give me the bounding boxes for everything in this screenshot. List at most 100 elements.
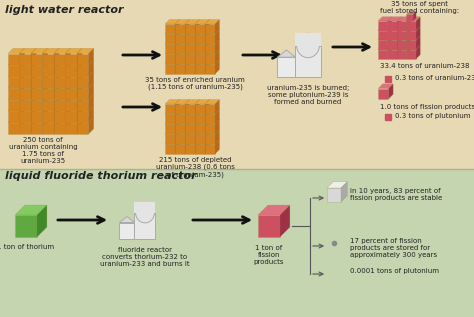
Polygon shape xyxy=(205,144,215,154)
Polygon shape xyxy=(185,130,190,144)
Polygon shape xyxy=(54,54,65,65)
Polygon shape xyxy=(205,64,215,74)
Polygon shape xyxy=(205,130,219,134)
Polygon shape xyxy=(185,120,190,134)
Polygon shape xyxy=(416,45,420,59)
Polygon shape xyxy=(378,30,388,40)
Bar xyxy=(295,33,320,46)
Polygon shape xyxy=(19,122,31,134)
Polygon shape xyxy=(165,109,180,114)
Text: 1.0 tons of fission products: 1.0 tons of fission products xyxy=(380,104,474,110)
Polygon shape xyxy=(397,30,407,40)
Polygon shape xyxy=(215,29,219,44)
Polygon shape xyxy=(175,109,180,124)
Polygon shape xyxy=(175,20,190,24)
Polygon shape xyxy=(43,100,54,111)
Polygon shape xyxy=(165,130,180,134)
Polygon shape xyxy=(378,26,392,30)
Polygon shape xyxy=(77,83,94,88)
Polygon shape xyxy=(65,94,82,100)
Polygon shape xyxy=(54,100,65,111)
Polygon shape xyxy=(43,71,48,88)
Polygon shape xyxy=(175,40,180,54)
Polygon shape xyxy=(388,45,392,59)
Polygon shape xyxy=(195,124,205,134)
Polygon shape xyxy=(185,100,190,114)
Polygon shape xyxy=(416,17,420,30)
Polygon shape xyxy=(195,49,200,64)
Polygon shape xyxy=(31,117,48,122)
Polygon shape xyxy=(195,29,210,34)
Polygon shape xyxy=(65,60,82,65)
Polygon shape xyxy=(19,76,31,88)
Polygon shape xyxy=(165,104,175,114)
Text: uranium-235 is burned;
some plutonium-239 is
formed and burned: uranium-235 is burned; some plutonium-23… xyxy=(267,85,349,105)
Polygon shape xyxy=(89,83,94,100)
Polygon shape xyxy=(31,100,43,111)
Polygon shape xyxy=(175,20,180,34)
Polygon shape xyxy=(65,83,82,88)
Polygon shape xyxy=(165,29,180,34)
Polygon shape xyxy=(185,144,195,154)
Polygon shape xyxy=(54,60,71,65)
Polygon shape xyxy=(65,106,71,122)
Bar xyxy=(135,202,155,213)
Polygon shape xyxy=(205,20,210,34)
Bar xyxy=(119,223,135,239)
Polygon shape xyxy=(65,117,82,122)
Polygon shape xyxy=(175,49,180,64)
Polygon shape xyxy=(205,40,210,54)
Text: 215 tons of depleted
uranium-238 (0.6 tons
of uranium-235): 215 tons of depleted uranium-238 (0.6 to… xyxy=(155,157,235,178)
Polygon shape xyxy=(8,122,19,134)
Polygon shape xyxy=(175,104,185,114)
Polygon shape xyxy=(205,44,215,54)
Polygon shape xyxy=(175,134,185,144)
Polygon shape xyxy=(43,122,54,134)
Polygon shape xyxy=(195,100,210,104)
Polygon shape xyxy=(43,48,48,65)
Polygon shape xyxy=(15,205,47,215)
Polygon shape xyxy=(397,36,411,40)
Polygon shape xyxy=(19,117,25,134)
Polygon shape xyxy=(77,71,94,76)
Polygon shape xyxy=(185,60,190,74)
Polygon shape xyxy=(185,100,200,104)
Polygon shape xyxy=(416,26,420,40)
Polygon shape xyxy=(19,60,25,76)
Polygon shape xyxy=(413,11,416,21)
Polygon shape xyxy=(205,49,210,64)
Text: 17 percent of fission
products are stored for
approximately 300 years: 17 percent of fission products are store… xyxy=(350,238,437,258)
Polygon shape xyxy=(19,94,36,100)
Text: light water reactor: light water reactor xyxy=(5,5,124,15)
Polygon shape xyxy=(215,130,219,144)
Polygon shape xyxy=(65,94,71,111)
Polygon shape xyxy=(388,26,392,40)
Bar xyxy=(0,0,474,169)
Polygon shape xyxy=(77,54,89,65)
Polygon shape xyxy=(407,36,420,40)
Polygon shape xyxy=(397,45,411,49)
Polygon shape xyxy=(175,44,185,54)
Polygon shape xyxy=(205,100,210,114)
Polygon shape xyxy=(388,45,401,49)
Polygon shape xyxy=(65,100,77,111)
Polygon shape xyxy=(65,83,71,100)
Polygon shape xyxy=(388,36,401,40)
Polygon shape xyxy=(31,88,43,100)
Polygon shape xyxy=(195,60,200,74)
Polygon shape xyxy=(175,49,190,54)
Polygon shape xyxy=(77,48,94,54)
Text: liquid fluoride thorium reactor: liquid fluoride thorium reactor xyxy=(5,171,197,181)
Polygon shape xyxy=(215,109,219,124)
Polygon shape xyxy=(89,106,94,122)
Polygon shape xyxy=(341,182,347,202)
Polygon shape xyxy=(43,48,59,54)
Polygon shape xyxy=(185,139,190,154)
Polygon shape xyxy=(8,48,25,54)
Polygon shape xyxy=(77,60,82,76)
Polygon shape xyxy=(205,120,210,134)
Bar xyxy=(277,57,295,77)
Polygon shape xyxy=(175,29,190,34)
Polygon shape xyxy=(185,40,200,44)
Polygon shape xyxy=(43,117,59,122)
